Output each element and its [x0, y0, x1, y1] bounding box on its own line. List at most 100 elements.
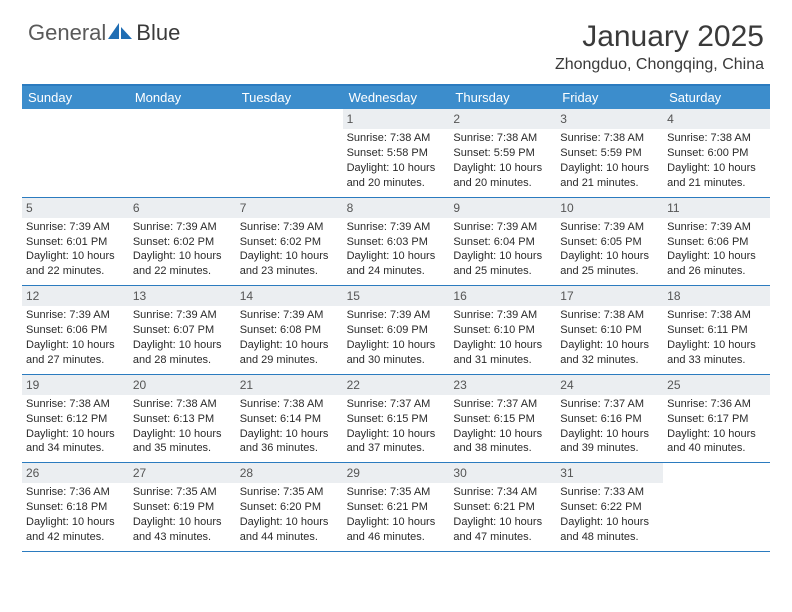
day-number: 12 [22, 286, 129, 306]
sail-icon [108, 21, 134, 46]
day-cell: 23Sunrise: 7:37 AMSunset: 6:15 PMDayligh… [449, 375, 556, 463]
weekday-header: Tuesday [236, 86, 343, 109]
daylight-line: Daylight: 10 hours and 25 minutes. [453, 249, 552, 279]
week-row: 5Sunrise: 7:39 AMSunset: 6:01 PMDaylight… [22, 198, 770, 287]
day-cell: 29Sunrise: 7:35 AMSunset: 6:21 PMDayligh… [343, 463, 450, 551]
day-cell: 13Sunrise: 7:39 AMSunset: 6:07 PMDayligh… [129, 286, 236, 374]
daylight-line: Daylight: 10 hours and 26 minutes. [667, 249, 766, 279]
logo-word-2: Blue [136, 20, 180, 45]
week-row: 12Sunrise: 7:39 AMSunset: 6:06 PMDayligh… [22, 286, 770, 375]
sunset-line: Sunset: 5:58 PM [347, 146, 446, 161]
sunset-line: Sunset: 6:20 PM [240, 500, 339, 515]
sunrise-line: Sunrise: 7:38 AM [347, 131, 446, 146]
daylight-line: Daylight: 10 hours and 22 minutes. [133, 249, 232, 279]
day-number [663, 463, 770, 483]
day-cell: 21Sunrise: 7:38 AMSunset: 6:14 PMDayligh… [236, 375, 343, 463]
day-cell-empty [22, 109, 129, 197]
day-number [236, 109, 343, 129]
sunrise-line: Sunrise: 7:39 AM [560, 220, 659, 235]
sunset-line: Sunset: 6:21 PM [347, 500, 446, 515]
day-number: 7 [236, 198, 343, 218]
daylight-line: Daylight: 10 hours and 36 minutes. [240, 427, 339, 457]
day-number: 18 [663, 286, 770, 306]
sunrise-line: Sunrise: 7:38 AM [667, 131, 766, 146]
day-number: 9 [449, 198, 556, 218]
logo-word-1: General [28, 20, 106, 45]
day-cell-empty [236, 109, 343, 197]
sunset-line: Sunset: 6:00 PM [667, 146, 766, 161]
sunrise-line: Sunrise: 7:39 AM [133, 308, 232, 323]
logo-text: General [28, 20, 106, 46]
sunrise-line: Sunrise: 7:39 AM [240, 220, 339, 235]
day-cell: 10Sunrise: 7:39 AMSunset: 6:05 PMDayligh… [556, 198, 663, 286]
sunrise-line: Sunrise: 7:35 AM [240, 485, 339, 500]
day-number: 1 [343, 109, 450, 129]
day-number: 20 [129, 375, 236, 395]
sunset-line: Sunset: 6:19 PM [133, 500, 232, 515]
daylight-line: Daylight: 10 hours and 25 minutes. [560, 249, 659, 279]
day-number: 19 [22, 375, 129, 395]
daylight-line: Daylight: 10 hours and 23 minutes. [240, 249, 339, 279]
day-cell: 24Sunrise: 7:37 AMSunset: 6:16 PMDayligh… [556, 375, 663, 463]
day-number: 25 [663, 375, 770, 395]
sunset-line: Sunset: 6:01 PM [26, 235, 125, 250]
daylight-line: Daylight: 10 hours and 21 minutes. [667, 161, 766, 191]
page-title: January 2025 [555, 20, 764, 54]
sunset-line: Sunset: 6:10 PM [453, 323, 552, 338]
day-cell: 26Sunrise: 7:36 AMSunset: 6:18 PMDayligh… [22, 463, 129, 551]
sunset-line: Sunset: 6:04 PM [453, 235, 552, 250]
day-number: 11 [663, 198, 770, 218]
logo: General Blue [28, 20, 180, 46]
day-cell: 6Sunrise: 7:39 AMSunset: 6:02 PMDaylight… [129, 198, 236, 286]
daylight-line: Daylight: 10 hours and 47 minutes. [453, 515, 552, 545]
day-number: 17 [556, 286, 663, 306]
daylight-line: Daylight: 10 hours and 27 minutes. [26, 338, 125, 368]
daylight-line: Daylight: 10 hours and 31 minutes. [453, 338, 552, 368]
sunset-line: Sunset: 6:05 PM [560, 235, 659, 250]
day-number: 3 [556, 109, 663, 129]
sunset-line: Sunset: 6:14 PM [240, 412, 339, 427]
daylight-line: Daylight: 10 hours and 30 minutes. [347, 338, 446, 368]
day-number: 31 [556, 463, 663, 483]
sunset-line: Sunset: 6:21 PM [453, 500, 552, 515]
daylight-line: Daylight: 10 hours and 48 minutes. [560, 515, 659, 545]
sunset-line: Sunset: 6:03 PM [347, 235, 446, 250]
daylight-line: Daylight: 10 hours and 46 minutes. [347, 515, 446, 545]
sunrise-line: Sunrise: 7:38 AM [453, 131, 552, 146]
daylight-line: Daylight: 10 hours and 22 minutes. [26, 249, 125, 279]
sunrise-line: Sunrise: 7:38 AM [560, 131, 659, 146]
sunrise-line: Sunrise: 7:37 AM [347, 397, 446, 412]
day-cell: 1Sunrise: 7:38 AMSunset: 5:58 PMDaylight… [343, 109, 450, 197]
sunset-line: Sunset: 5:59 PM [453, 146, 552, 161]
daylight-line: Daylight: 10 hours and 38 minutes. [453, 427, 552, 457]
sunrise-line: Sunrise: 7:35 AM [133, 485, 232, 500]
day-cell: 16Sunrise: 7:39 AMSunset: 6:10 PMDayligh… [449, 286, 556, 374]
sunset-line: Sunset: 6:10 PM [560, 323, 659, 338]
day-cell: 14Sunrise: 7:39 AMSunset: 6:08 PMDayligh… [236, 286, 343, 374]
day-number: 2 [449, 109, 556, 129]
weekday-header: Thursday [449, 86, 556, 109]
week-row: 26Sunrise: 7:36 AMSunset: 6:18 PMDayligh… [22, 463, 770, 552]
day-cell: 30Sunrise: 7:34 AMSunset: 6:21 PMDayligh… [449, 463, 556, 551]
day-cell: 7Sunrise: 7:39 AMSunset: 6:02 PMDaylight… [236, 198, 343, 286]
sunrise-line: Sunrise: 7:39 AM [453, 308, 552, 323]
day-number: 5 [22, 198, 129, 218]
sunset-line: Sunset: 5:59 PM [560, 146, 659, 161]
day-cell: 22Sunrise: 7:37 AMSunset: 6:15 PMDayligh… [343, 375, 450, 463]
day-cell: 12Sunrise: 7:39 AMSunset: 6:06 PMDayligh… [22, 286, 129, 374]
sunrise-line: Sunrise: 7:36 AM [667, 397, 766, 412]
daylight-line: Daylight: 10 hours and 42 minutes. [26, 515, 125, 545]
sunrise-line: Sunrise: 7:37 AM [453, 397, 552, 412]
daylight-line: Daylight: 10 hours and 44 minutes. [240, 515, 339, 545]
sunset-line: Sunset: 6:07 PM [133, 323, 232, 338]
day-cell: 20Sunrise: 7:38 AMSunset: 6:13 PMDayligh… [129, 375, 236, 463]
daylight-line: Daylight: 10 hours and 20 minutes. [453, 161, 552, 191]
day-number: 22 [343, 375, 450, 395]
sunset-line: Sunset: 6:17 PM [667, 412, 766, 427]
sunrise-line: Sunrise: 7:39 AM [347, 308, 446, 323]
daylight-line: Daylight: 10 hours and 35 minutes. [133, 427, 232, 457]
daylight-line: Daylight: 10 hours and 39 minutes. [560, 427, 659, 457]
sunrise-line: Sunrise: 7:39 AM [26, 220, 125, 235]
day-number: 21 [236, 375, 343, 395]
daylight-line: Daylight: 10 hours and 24 minutes. [347, 249, 446, 279]
